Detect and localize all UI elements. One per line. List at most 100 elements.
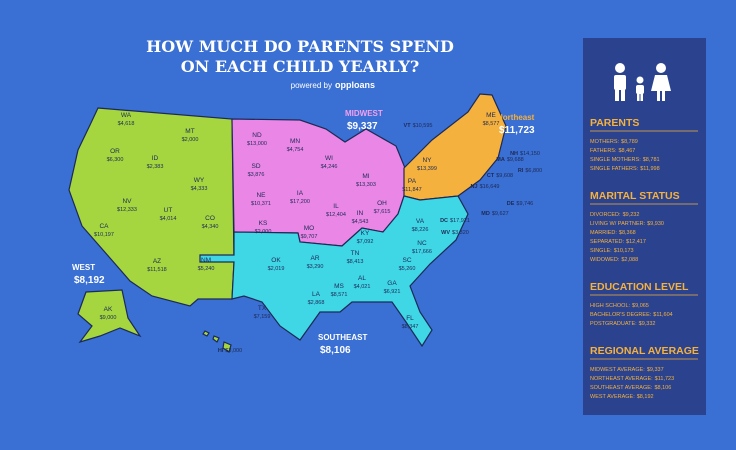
state-value: $4,543 bbox=[352, 219, 369, 225]
sidebar-item: SEPARATED: $12,417 bbox=[590, 239, 646, 245]
state-value: $13,303 bbox=[356, 182, 376, 188]
state-value: $3,000 bbox=[225, 348, 242, 354]
state-abbr: GA bbox=[387, 280, 397, 287]
state-abbr: VT bbox=[404, 123, 412, 129]
family-icon bbox=[614, 63, 671, 101]
item-label: MARRIED: bbox=[590, 230, 617, 236]
state-abbr: AK bbox=[104, 306, 113, 313]
state-abbr: CT bbox=[487, 173, 495, 179]
item-value: $11,998 bbox=[640, 166, 659, 172]
region-name: Northeast bbox=[497, 113, 535, 122]
sidebar-item: SINGLE: $10,173 bbox=[590, 248, 634, 254]
state-abbr: AZ bbox=[153, 258, 161, 265]
state-abbr: MD bbox=[481, 211, 490, 217]
sidebar-panel bbox=[583, 38, 706, 415]
state-value: $5,260 bbox=[399, 266, 416, 272]
state-label: WV $3,320 bbox=[441, 230, 469, 236]
item-value: $9,930 bbox=[647, 221, 664, 227]
item-label: WIDOWED: bbox=[590, 257, 620, 263]
item-label: SEPARATED: bbox=[590, 239, 624, 245]
region-name: SOUTHEAST bbox=[318, 333, 367, 342]
state-value: $17,666 bbox=[412, 249, 432, 255]
state-value: $3,320 bbox=[452, 230, 469, 236]
state-abbr: WA bbox=[121, 112, 132, 119]
state-value: $12,404 bbox=[326, 212, 346, 218]
region-name: MIDWEST bbox=[345, 109, 383, 118]
section-title: PARENTS bbox=[590, 117, 639, 129]
state-value: $2,000 bbox=[182, 137, 199, 143]
state-abbr: WI bbox=[325, 155, 333, 162]
state-value: $12,333 bbox=[117, 207, 137, 213]
state-label: VT $10,595 bbox=[404, 123, 433, 129]
state-value: $9,608 bbox=[496, 173, 513, 179]
state-value: $13,000 bbox=[247, 141, 267, 147]
item-label: POSTGRADUATE: bbox=[590, 321, 637, 327]
state-label: DC $17,921 bbox=[440, 218, 470, 224]
item-label: MOTHERS: bbox=[590, 139, 620, 145]
state-value: $7,159 bbox=[254, 314, 271, 320]
state-value: $16,649 bbox=[480, 184, 500, 190]
item-label: MIDWEST AVERAGE: bbox=[590, 367, 645, 373]
state-abbr: PA bbox=[408, 178, 417, 185]
state-abbr: NE bbox=[256, 192, 266, 199]
state-abbr: AL bbox=[358, 275, 366, 282]
section-title: EDUCATION LEVEL bbox=[590, 281, 689, 293]
state-value: $4,333 bbox=[191, 186, 208, 192]
state-value: $8,571 bbox=[331, 292, 348, 298]
state-value: $9,000 bbox=[100, 315, 117, 321]
state-value: $2,868 bbox=[308, 300, 325, 306]
state-abbr: NH bbox=[510, 151, 518, 157]
item-value: $10,173 bbox=[614, 248, 634, 254]
sidebar-item: MOTHERS: $8,789 bbox=[590, 139, 638, 145]
state-label: NH $14,150 bbox=[510, 151, 540, 157]
state-abbr: NM bbox=[201, 257, 211, 264]
state-value: $3,290 bbox=[307, 264, 324, 270]
sidebar: PARENTS MOTHERS: $8,789 FATHERS: $8,467 SINGL… bbox=[590, 117, 699, 400]
item-label: FATHERS: bbox=[590, 148, 617, 154]
state-value: $3,876 bbox=[248, 172, 265, 178]
region-average: $8,192 bbox=[74, 275, 105, 286]
brand: opploans bbox=[335, 80, 375, 90]
item-value: $12,417 bbox=[626, 239, 646, 245]
item-value: $9,337 bbox=[647, 367, 664, 373]
state-abbr: OK bbox=[271, 257, 281, 264]
title: ON EACH CHILD YEARLY? bbox=[181, 57, 420, 76]
state-value: $8,347 bbox=[402, 324, 419, 330]
state-abbr: IA bbox=[297, 190, 304, 197]
state-label: MD $9,627 bbox=[481, 211, 508, 217]
state-abbr: MN bbox=[290, 138, 300, 145]
state-abbr: CA bbox=[99, 223, 109, 230]
item-label: BACHELOR'S DEGREE: bbox=[590, 312, 652, 318]
item-value: $9,232 bbox=[623, 212, 640, 218]
state-value: $10,595 bbox=[413, 123, 433, 129]
region-shape bbox=[199, 195, 469, 348]
state-abbr: UT bbox=[164, 207, 173, 214]
region-average: $8,106 bbox=[320, 345, 351, 356]
item-value: $11,604 bbox=[653, 312, 672, 318]
item-label: SOUTHEAST AVERAGE: bbox=[590, 385, 653, 391]
state-value: $4,014 bbox=[160, 216, 177, 222]
sidebar-item: WEST AVERAGE: $8,192 bbox=[590, 394, 654, 400]
item-value: $2,088 bbox=[621, 257, 638, 263]
state-abbr: RI bbox=[518, 168, 524, 174]
state-abbr: FL bbox=[406, 315, 414, 322]
state-value: $8,577 bbox=[483, 121, 500, 127]
state-value: $13,399 bbox=[417, 166, 437, 172]
sidebar-item: DIVORCED: $9,232 bbox=[590, 212, 639, 218]
item-label: NORTHEAST AVERAGE: bbox=[590, 376, 653, 382]
state-value: $6,800 bbox=[525, 168, 542, 174]
state-abbr: NC bbox=[417, 240, 427, 247]
state-value: $4,618 bbox=[118, 121, 135, 127]
map: WA $4,618 MT $2,000 OR $6,300 ID $2,383 WY $4,333… bbox=[68, 93, 542, 356]
state-abbr: TX bbox=[258, 305, 267, 312]
region-shape bbox=[77, 289, 142, 344]
state-value: $14,150 bbox=[520, 151, 540, 157]
state-value: $10,197 bbox=[94, 232, 114, 238]
state-value: $4,021 bbox=[354, 284, 371, 290]
state-label: NJ $16,649 bbox=[471, 184, 500, 190]
state-abbr: OR bbox=[110, 148, 120, 155]
item-value: $9,065 bbox=[632, 303, 649, 309]
sidebar-item: SINGLE MOTHERS: $8,781 bbox=[590, 157, 660, 163]
state-value: $8,413 bbox=[347, 259, 364, 265]
state-value: $2,383 bbox=[147, 164, 164, 170]
